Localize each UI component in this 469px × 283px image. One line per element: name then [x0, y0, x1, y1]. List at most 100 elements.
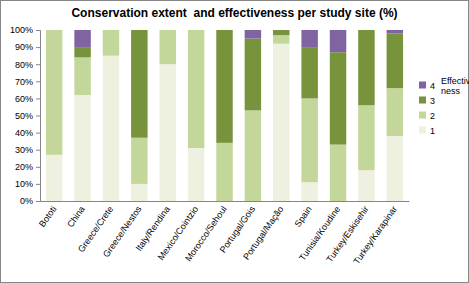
bar-segment [188, 30, 204, 31]
tick-mark [36, 81, 40, 82]
bar-segment [188, 30, 204, 148]
series [74, 30, 403, 52]
tick: 70% [15, 77, 40, 87]
tick-mark [36, 133, 40, 134]
tick: 0% [20, 196, 40, 206]
tick-mark [36, 64, 40, 65]
tick-label: Bototi [37, 204, 58, 229]
bar-segment [245, 30, 261, 39]
bar-segment [46, 30, 62, 155]
tick-label: 40% [15, 128, 33, 138]
tick: 30% [15, 145, 40, 155]
tick-label: 50% [15, 111, 33, 121]
bar-segment [159, 64, 175, 201]
axis-line [41, 201, 410, 202]
tick-label: China [65, 204, 87, 229]
tick-mark [36, 30, 40, 31]
tick-mark [36, 184, 40, 185]
tick: 20% [15, 162, 40, 172]
tick-label: 90% [15, 42, 33, 52]
bar-segment [330, 30, 346, 52]
bars [46, 30, 403, 201]
bar-segment [301, 47, 317, 98]
bar-segment [188, 30, 204, 31]
tick-label: Spain [292, 204, 313, 229]
bar-segment [216, 30, 232, 143]
bar-segment [103, 56, 119, 201]
tick: Morocco/Sehoul [183, 204, 229, 263]
bar-segment [301, 98, 317, 182]
bar-segment [330, 145, 346, 201]
tick-label: Turkey/Karapinar [351, 204, 399, 266]
legend-label: 2 [430, 111, 435, 121]
legend-swatch [419, 97, 426, 104]
bar-segment [245, 110, 261, 201]
tick-mark [36, 98, 40, 99]
legend: 4321Effective-ness [419, 76, 469, 136]
tick: 60% [15, 94, 40, 104]
tick: Portugal/Mação [241, 204, 285, 261]
tick-label: 70% [15, 77, 33, 87]
bar-segment [131, 138, 147, 184]
bar-segment [273, 44, 289, 201]
tick-label: 30% [15, 145, 33, 155]
tick-mark [36, 167, 40, 168]
series [74, 30, 403, 145]
tick-mark [36, 201, 40, 202]
legend-label: 4 [430, 81, 435, 91]
tick-label: 20% [15, 162, 33, 172]
tick: 90% [15, 42, 40, 52]
legend-swatch [419, 82, 426, 89]
y-axis: 0% 10% 20% 30% 40% 50% 60% 70% 80% 90% 100% [10, 25, 41, 206]
legend-label: 3 [430, 96, 435, 106]
bar-segment [358, 30, 374, 31]
bar-segment [273, 30, 289, 31]
tick: 100% [10, 25, 40, 35]
tick: China [65, 204, 87, 229]
bar-segment [273, 35, 289, 44]
bar-segment [301, 182, 317, 201]
bar-segment [131, 184, 147, 201]
bar-segment [131, 30, 147, 138]
tick: 80% [15, 60, 40, 70]
bar-segment [330, 52, 346, 144]
plot: 0% 10% 20% 30% 40% 50% 60% 70% 80% 90% 100% Bototi C… [10, 25, 410, 266]
bar-segment [159, 30, 175, 64]
tick-label: 80% [15, 60, 33, 70]
tick-label: 60% [15, 94, 33, 104]
tick-mark [36, 47, 40, 48]
bar-segment [245, 39, 261, 111]
x-axis: BototiChinaGreece/CreteGreece/NestosItal… [37, 202, 409, 267]
bar-segment [46, 30, 62, 31]
series [46, 30, 403, 201]
tick: Spain [292, 204, 313, 229]
bar-segment [273, 30, 289, 35]
bar-segment [46, 30, 62, 31]
tick-label: 0% [20, 196, 33, 206]
legend-swatch [419, 127, 426, 134]
chart: Conservation extent and effectiveness pe… [0, 0, 469, 283]
bar-segment [159, 30, 175, 31]
bar-segment [46, 155, 62, 201]
tick: Bototi [37, 204, 58, 229]
bar-segment [103, 30, 119, 56]
tick: 10% [15, 179, 40, 189]
bar-segment [159, 30, 175, 31]
bar-segment [103, 30, 119, 31]
tick: 50% [15, 111, 40, 121]
bar-segment [301, 30, 317, 47]
axis-line [36, 31, 41, 202]
tick-label: 10% [15, 179, 33, 189]
bar-segment [216, 143, 232, 201]
bar-segment [74, 47, 90, 57]
tick-mark [36, 150, 40, 151]
tick-label: 100% [10, 25, 33, 35]
bar-segment [131, 30, 147, 31]
title: Conservation extent and effectiveness pe… [71, 6, 397, 20]
tick-label: Portugal/Mação [241, 204, 285, 261]
bar-segment [358, 30, 374, 105]
bar-segment [387, 33, 403, 88]
tick-label: Morocco/Sehoul [183, 204, 229, 263]
bar-segment [387, 30, 403, 33]
tick-mark [36, 116, 40, 117]
